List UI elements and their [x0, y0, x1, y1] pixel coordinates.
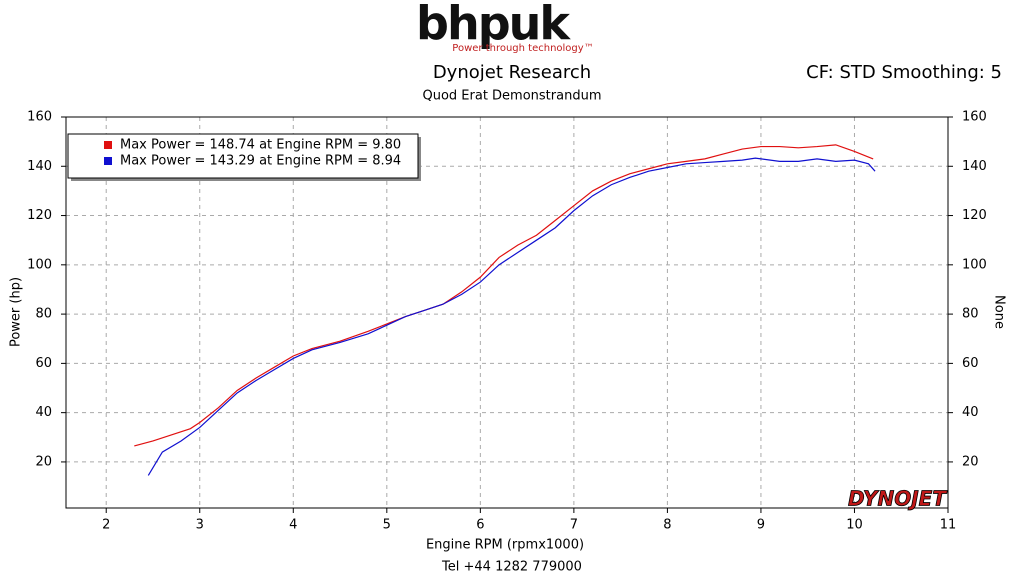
- y-axis-label: Power (hp): [9, 277, 24, 347]
- settings-label: CF: STD Smoothing: 5: [806, 62, 1002, 83]
- y2-tick-label: 140: [962, 159, 987, 174]
- logo: bhpuk: [416, 0, 571, 51]
- y-tick-label: 140: [27, 159, 52, 174]
- y2-tick-label: 60: [962, 356, 979, 371]
- x-tick-label: 8: [663, 518, 671, 533]
- x-tick-label: 7: [570, 518, 578, 533]
- footer: Tel +44 1282 779000: [441, 560, 582, 575]
- watermark: DYNOJET: [848, 487, 947, 511]
- x-tick-label: 5: [383, 518, 391, 533]
- x-tick-label: 4: [289, 518, 297, 533]
- x-tick-label: 10: [846, 518, 863, 533]
- x-tick-label: 9: [757, 518, 765, 533]
- chart-title: Dynojet Research: [433, 62, 591, 83]
- y-tick-label: 60: [35, 356, 52, 371]
- y2-tick-label: 40: [962, 405, 979, 420]
- y2-tick-label: 100: [962, 257, 987, 272]
- y-tick-label: 160: [27, 110, 52, 125]
- y2-tick-label: 80: [962, 307, 979, 322]
- y-tick-label: 100: [27, 257, 52, 272]
- y2-tick-label: 120: [962, 208, 987, 223]
- y2-tick-label: 160: [962, 110, 987, 125]
- x-axis-label: Engine RPM (rpmx1000): [426, 538, 584, 553]
- power-line: [147, 157, 876, 476]
- x-tick-label: 2: [102, 518, 110, 533]
- y-tick-label: 80: [35, 307, 52, 322]
- power-line: [134, 144, 874, 447]
- y-tick-label: 120: [27, 208, 52, 223]
- y2-axis-label: None: [992, 295, 1007, 329]
- legend-label: Max Power = 148.74 at Engine RPM = 9.80: [120, 138, 401, 153]
- x-tick-label: 3: [196, 518, 204, 533]
- y2-tick-label: 20: [962, 454, 979, 469]
- legend: [67, 133, 419, 179]
- logo-tagline: Power through technology™: [452, 43, 593, 54]
- y-tick-label: 40: [35, 405, 52, 420]
- legend-swatch: [104, 157, 112, 165]
- plot-area: [65, 116, 949, 509]
- y-tick-label: 20: [35, 454, 52, 469]
- legend-label: Max Power = 143.29 at Engine RPM = 8.94: [120, 154, 401, 169]
- x-tick-label: 6: [476, 518, 484, 533]
- legend-swatch: [104, 141, 112, 149]
- x-tick-label: 11: [940, 518, 957, 533]
- chart-subtitle: Quod Erat Demonstrandum: [422, 89, 601, 104]
- plot-frame: [65, 116, 949, 509]
